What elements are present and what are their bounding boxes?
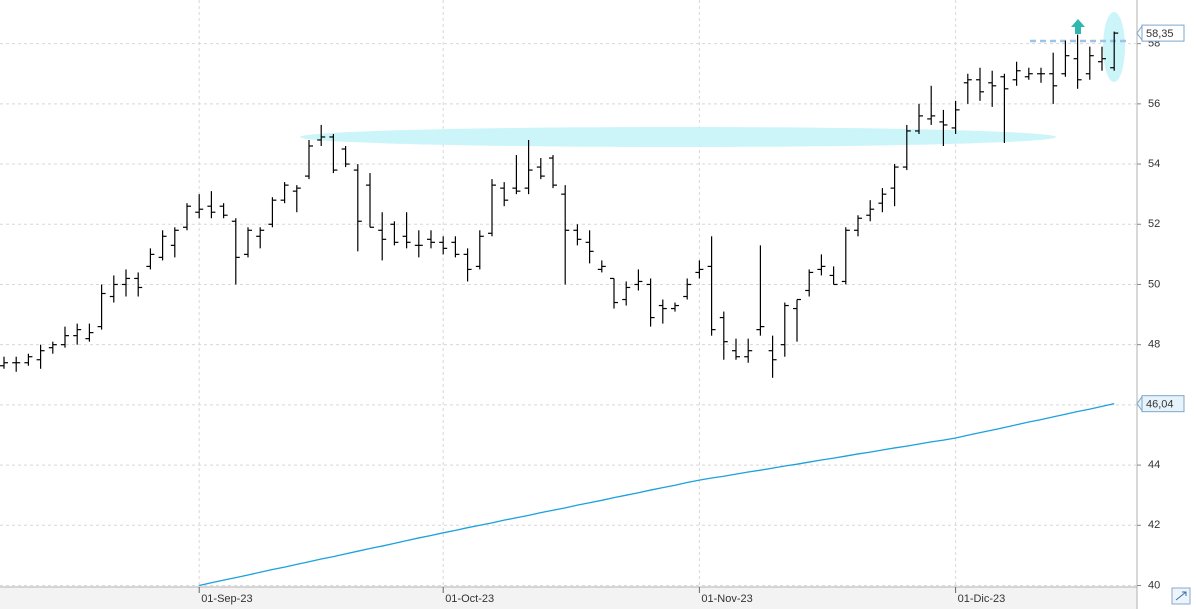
x-axis-strip: [0, 587, 1137, 609]
x-tick-label: 01-Sep-23: [201, 593, 252, 605]
x-tick-label: 01-Nov-23: [701, 593, 752, 605]
up-arrow: [1071, 19, 1085, 34]
y-tick-label: 42: [1148, 519, 1160, 531]
moving-average-line: [199, 403, 1115, 587]
grid: [0, 0, 1137, 587]
price-label: 58,35: [1146, 28, 1174, 40]
y-tick-label: 54: [1148, 158, 1160, 170]
y-tick-label: 44: [1148, 459, 1160, 471]
y-tick-label: 48: [1148, 339, 1160, 351]
resistance-highlight: [300, 127, 1056, 147]
price-label-box: [1141, 395, 1185, 413]
plot: [0, 31, 1119, 587]
x-tick-label: 01-Dic-23: [958, 593, 1006, 605]
x-tick-label: 01-Oct-23: [445, 593, 494, 605]
y-tick-label: 56: [1148, 98, 1160, 110]
scroll-icon: [1175, 591, 1187, 601]
y-tick-label: 50: [1148, 278, 1160, 290]
y-tick-label: 52: [1148, 218, 1160, 230]
price-label-box: [1141, 24, 1185, 42]
y-tick-label: 40: [1148, 579, 1160, 591]
price-label: 46,04: [1146, 399, 1174, 411]
